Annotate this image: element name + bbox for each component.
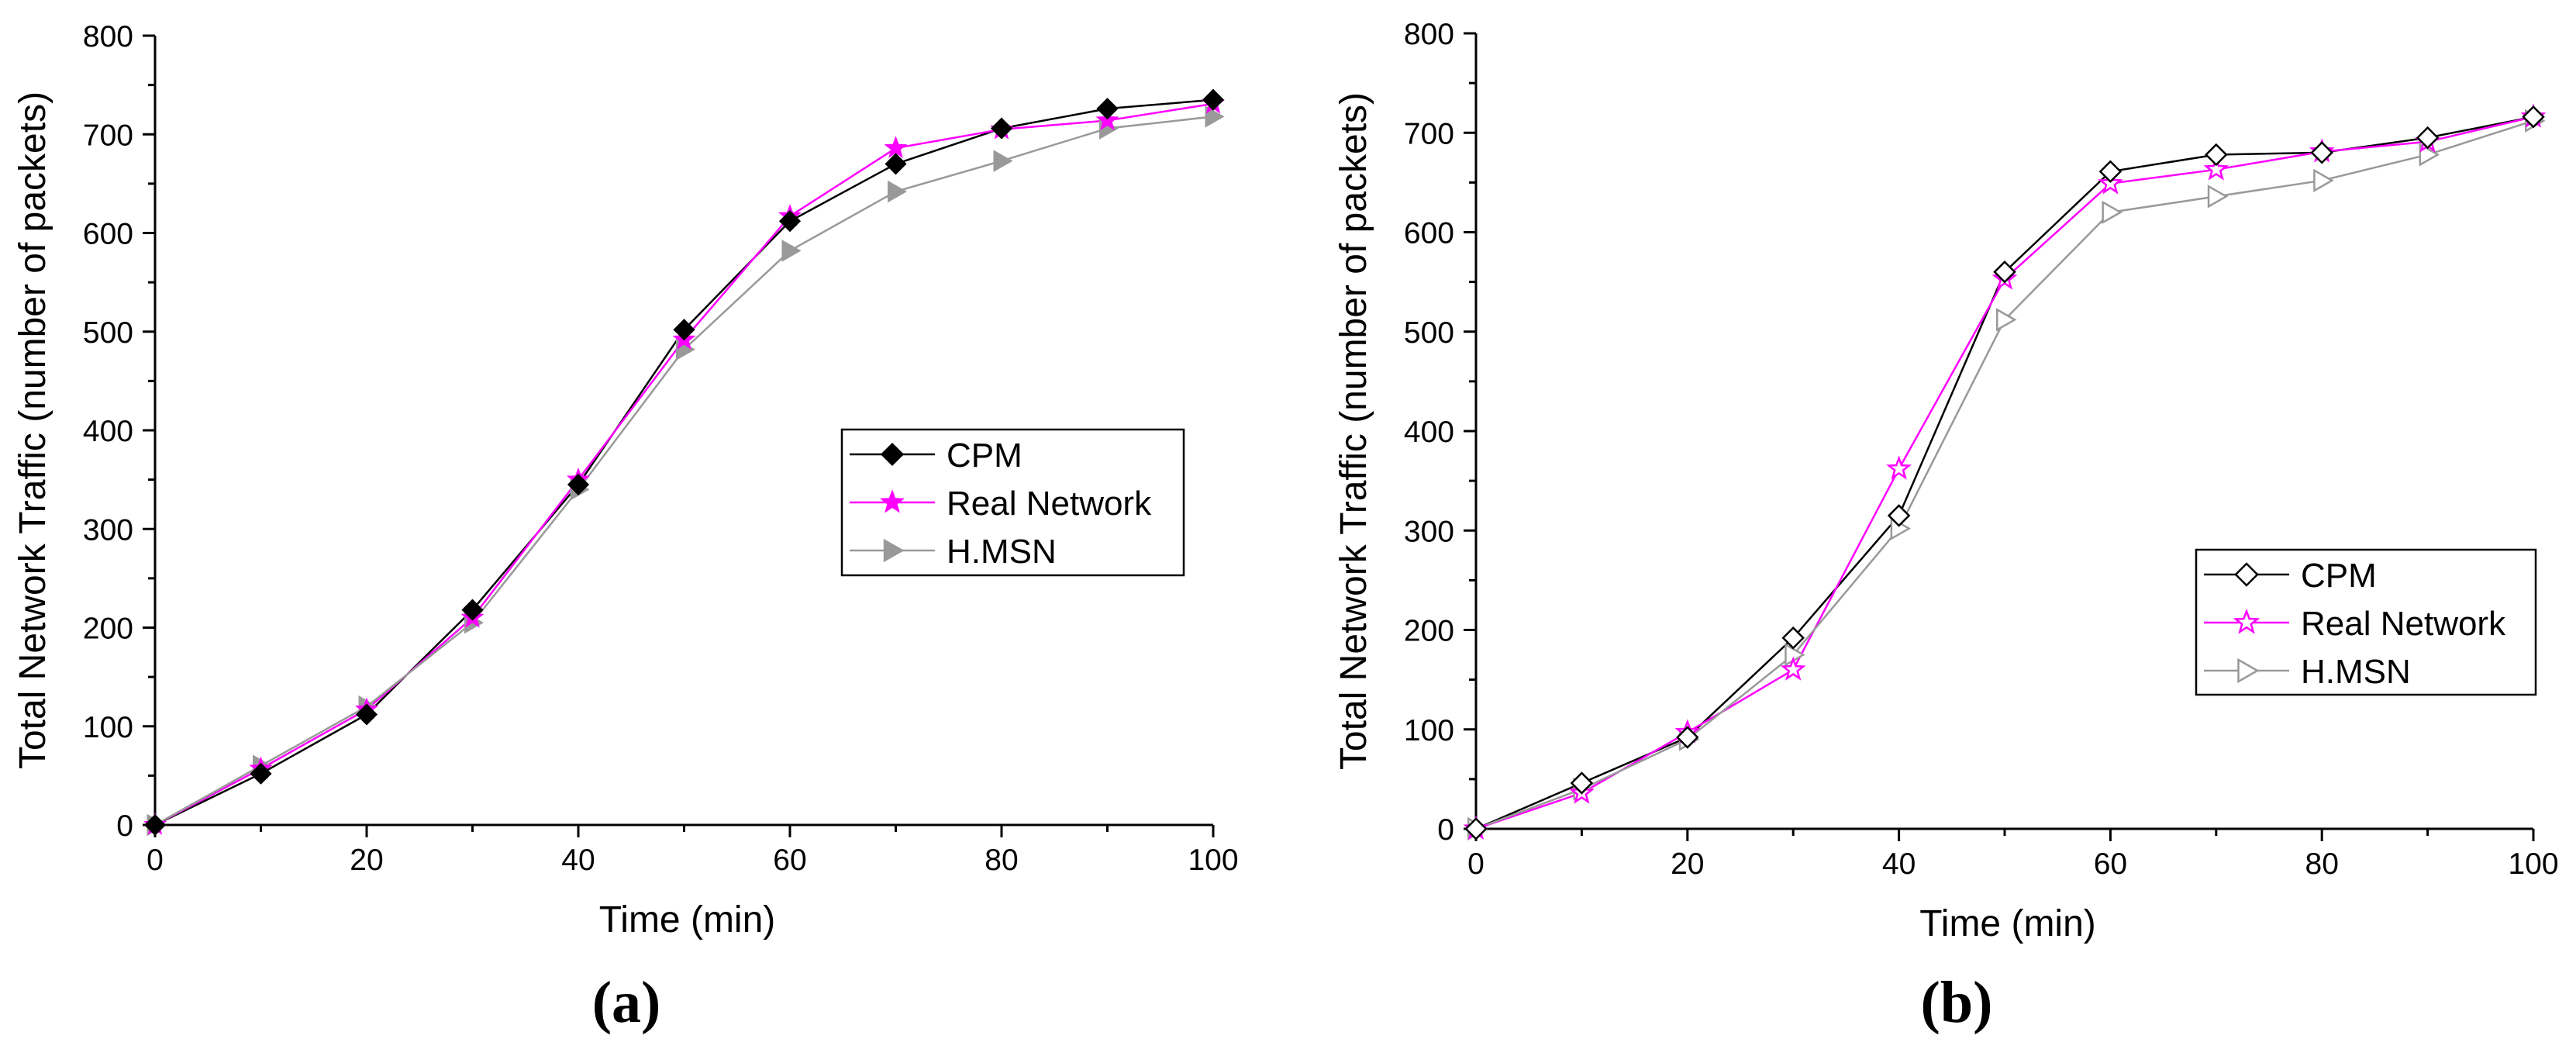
y-axis-title: Total Network Traffic (number of packets… xyxy=(12,91,53,769)
data-point-cpm xyxy=(461,599,484,621)
data-point-cpm xyxy=(1676,726,1699,749)
data-point-cpm xyxy=(1570,771,1594,795)
data-point-cpm xyxy=(673,319,695,341)
y-tick-label: 500 xyxy=(1404,316,1454,350)
legend-label-cpm: CPM xyxy=(2301,557,2377,595)
chart-panel-a: 0 20 40 60 80 100 0 100 200 300 400 500 600 700 800 Tim… xyxy=(12,20,1239,1035)
data-point-real-network xyxy=(1886,455,1912,480)
y-tick-label: 400 xyxy=(1404,416,1454,449)
x-tick-label: 80 xyxy=(2305,847,2339,881)
series-line-cpm xyxy=(1475,116,2534,830)
x-tick-label: 100 xyxy=(1188,844,1238,877)
legend-marker-h-msn xyxy=(883,538,905,563)
legend-label-h-msn: H.MSN xyxy=(2301,653,2411,691)
x-axis-title: Time (min) xyxy=(1919,903,2096,944)
y-tick-label: 300 xyxy=(83,513,133,547)
data-point-real-network xyxy=(2203,156,2229,181)
y-tick-label: 600 xyxy=(1404,217,1454,250)
data-point-cpm xyxy=(1781,626,1805,650)
y-tick-label: 200 xyxy=(1404,615,1454,648)
y-tick-label: 0 xyxy=(1437,813,1454,847)
data-point-cpm xyxy=(1887,504,1911,527)
data-point-cpm xyxy=(990,117,1013,140)
data-point-cpm xyxy=(2416,126,2440,150)
data-point-h-msn xyxy=(2207,185,2229,209)
data-point-cpm xyxy=(2098,160,2123,184)
legend-marker-real-network xyxy=(879,489,905,513)
y-tick-label: 100 xyxy=(83,711,133,744)
data-point-cpm xyxy=(355,703,378,726)
legend: CPM Real Network H.MSN xyxy=(2195,548,2537,696)
x-axis-title: Time (min) xyxy=(599,899,776,940)
x-tick-label: 60 xyxy=(2094,847,2127,881)
legend-label-real-network: Real Network xyxy=(2301,605,2506,643)
data-point-cpm xyxy=(2522,105,2545,129)
data-point-h-msn xyxy=(2102,200,2123,225)
data-point-cpm xyxy=(567,473,590,496)
data-point-cpm xyxy=(2310,141,2333,164)
series-line-real-network xyxy=(1475,116,2534,830)
legend-label-real-network: Real Network xyxy=(947,485,1152,523)
y-tick-label: 0 xyxy=(116,809,133,843)
data-point-cpm xyxy=(1096,98,1119,120)
data-point-h-msn xyxy=(2419,143,2440,167)
data-point-cpm xyxy=(1464,817,1488,840)
legend-marker-real-network xyxy=(2233,608,2260,634)
data-point-h-msn xyxy=(781,240,802,262)
data-point-cpm xyxy=(250,762,272,785)
y-tick-label: 700 xyxy=(1404,117,1454,150)
panel-label: (a) xyxy=(592,970,661,1035)
data-point-h-msn xyxy=(888,180,908,203)
y-tick-label: 500 xyxy=(83,316,133,350)
y-axis-title: Total Network Traffic (number of packets… xyxy=(1333,92,1374,770)
y-tick-label: 200 xyxy=(83,613,133,646)
data-point-h-msn xyxy=(993,150,1013,172)
data-point-cpm xyxy=(1993,261,2016,284)
legend: CPM Real Network H.MSN xyxy=(840,428,1185,577)
chart-panel-b: 0 20 40 60 80 100 0 100 200 300 400 500 600 700 800 Tim… xyxy=(1333,18,2559,1035)
series-line-h-msn xyxy=(1475,119,2534,830)
data-point-real-network xyxy=(884,136,908,158)
legend-marker-h-msn xyxy=(2237,657,2260,684)
data-point-cpm xyxy=(143,813,167,837)
x-tick-label: 40 xyxy=(561,844,595,877)
y-tick-label: 700 xyxy=(83,119,133,152)
x-tick-label: 20 xyxy=(1671,847,1704,881)
y-tick-label: 800 xyxy=(1404,18,1454,51)
x-tick-label: 0 xyxy=(1467,847,1485,881)
x-tick-label: 0 xyxy=(147,844,164,877)
data-point-cpm xyxy=(1202,88,1225,111)
legend-label-h-msn: H.MSN xyxy=(947,533,1057,571)
x-tick-label: 40 xyxy=(1882,847,1916,881)
y-tick-label: 600 xyxy=(83,218,133,251)
legend-marker-cpm xyxy=(880,442,905,467)
data-point-cpm xyxy=(2205,143,2228,167)
data-point-real-network xyxy=(1780,656,1806,681)
x-tick-label: 80 xyxy=(985,844,1018,877)
y-tick-label: 100 xyxy=(1404,714,1454,747)
data-point-h-msn xyxy=(1205,105,1225,128)
data-point-cpm xyxy=(778,210,802,233)
data-point-h-msn xyxy=(2313,168,2334,192)
x-tick-label: 100 xyxy=(2508,847,2558,881)
legend-marker-cpm xyxy=(2234,562,2259,587)
x-tick-label: 60 xyxy=(773,844,806,877)
y-tick-label: 300 xyxy=(1404,515,1454,548)
data-point-h-msn xyxy=(1996,308,2017,332)
x-tick-label: 20 xyxy=(350,844,383,877)
y-tick-label: 400 xyxy=(83,415,133,448)
y-tick-label: 800 xyxy=(83,20,133,53)
legend-label-cpm: CPM xyxy=(947,437,1022,475)
data-point-cpm xyxy=(885,153,907,175)
panel-label: (b) xyxy=(1921,970,1993,1035)
